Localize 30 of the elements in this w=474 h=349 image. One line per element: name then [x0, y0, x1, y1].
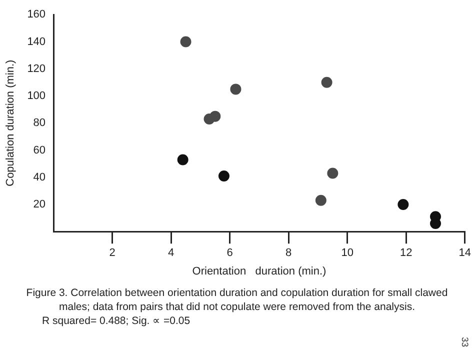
point	[398, 198, 409, 210]
point	[230, 84, 242, 95]
y-tick-label: 100	[27, 90, 46, 102]
x-tick-label: 12	[400, 247, 412, 260]
x-tick-label: 2	[109, 247, 116, 260]
point	[210, 110, 221, 122]
y-tick-label: 80	[33, 117, 46, 130]
x-tick-label: 8	[286, 247, 292, 260]
y-tick-label: 20	[33, 198, 46, 211]
y-axis-title: Copulation duration (min.)	[4, 60, 17, 186]
text: 33	[460, 336, 470, 348]
x-tick-label: 14	[458, 247, 472, 260]
y-tick-label: 160	[27, 8, 46, 21]
point	[180, 36, 192, 48]
x-axis-title: Orientation duration (min.)	[192, 265, 326, 278]
y-tick-label: 40	[33, 171, 46, 184]
x-tick-label: 10	[341, 247, 354, 260]
point	[218, 170, 230, 182]
point	[321, 76, 332, 88]
point	[315, 194, 326, 206]
point	[177, 154, 188, 166]
x-tick-label: 4	[168, 247, 174, 260]
text: males; data from pairs that did not copulate were removed from the analysis.	[58, 300, 416, 314]
y-tick-label: 120	[27, 62, 46, 75]
y-tick-label: 60	[33, 144, 46, 156]
y-tick-label: 140	[27, 36, 46, 48]
point	[327, 168, 338, 179]
x-tick-label: 6	[226, 247, 233, 260]
text: R squared= 0.488; Sig. ∝ =0.05	[41, 314, 192, 328]
caption: Figure 3. Correlation between orientation duration and copulation duration for small clawed	[25, 286, 449, 300]
